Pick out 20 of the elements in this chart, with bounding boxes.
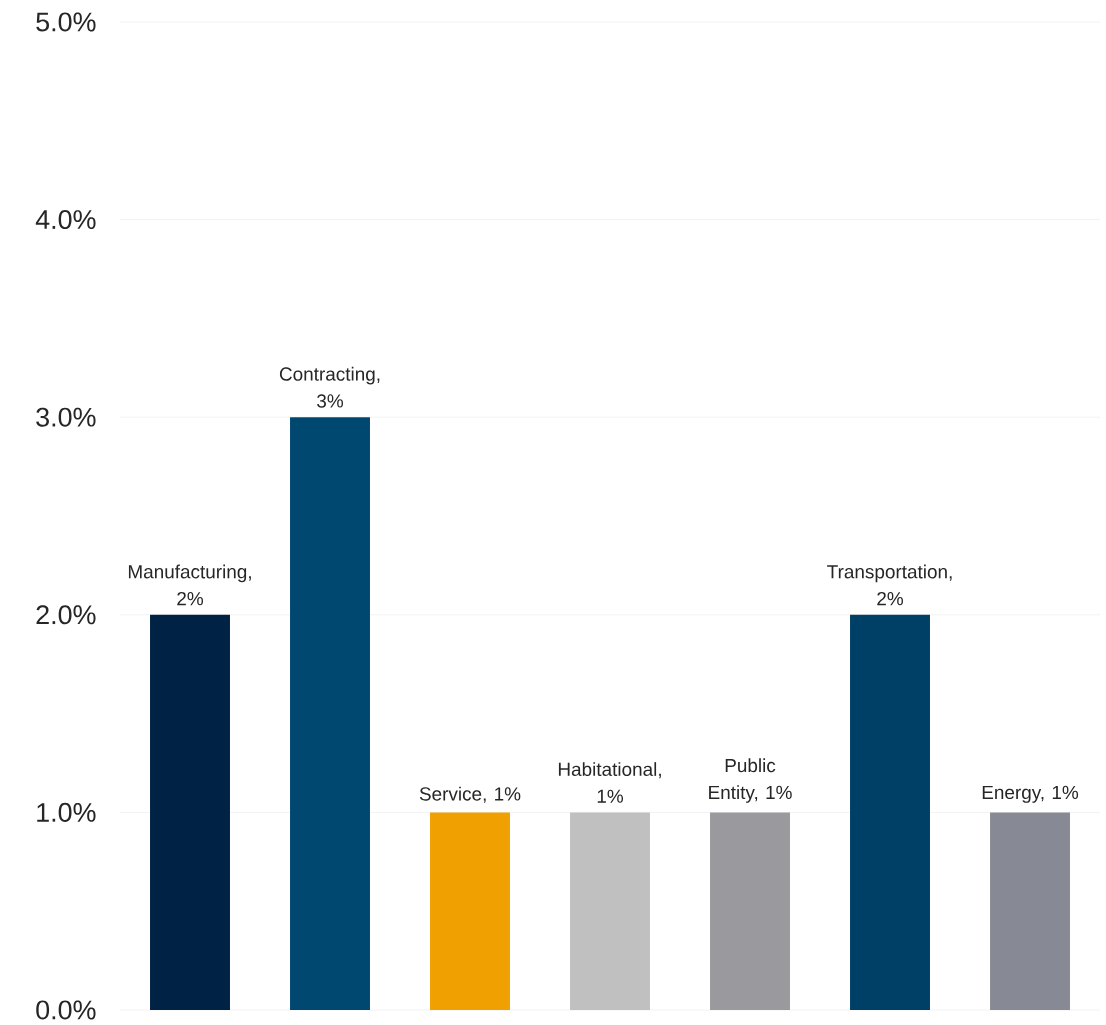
data-label: Energy, 1%	[982, 785, 1079, 803]
data-label: Habitational, 1%	[558, 762, 661, 803]
y-tick-label: 3.0%	[36, 407, 96, 427]
bar	[430, 812, 510, 1010]
bar	[710, 812, 790, 1010]
data-label: Manufacturing, 2%	[128, 564, 251, 606]
bar	[150, 614, 230, 1010]
y-tick-label: 5.0%	[36, 12, 96, 32]
bar	[850, 614, 930, 1010]
data-label: Contracting, 3%	[279, 366, 380, 408]
bar	[990, 812, 1070, 1010]
y-tick-label: 2.0%	[36, 605, 96, 625]
data-label: Public Entity, 1%	[709, 758, 792, 803]
y-tick-label: 1.0%	[37, 802, 96, 822]
bar	[290, 417, 370, 1010]
bar	[570, 812, 650, 1010]
data-label: Service, 1%	[419, 786, 521, 803]
y-tick-label: 0.0%	[36, 1000, 96, 1020]
data-label: Transportation, 2%	[827, 564, 952, 606]
y-tick-label: 4.0%	[35, 210, 96, 230]
